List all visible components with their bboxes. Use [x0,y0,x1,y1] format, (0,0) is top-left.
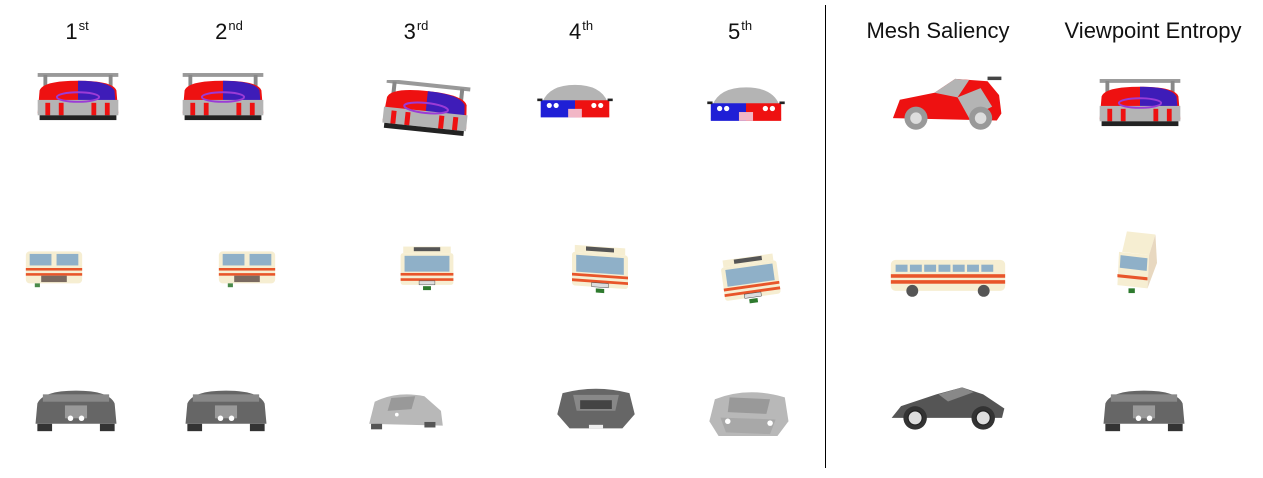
sports-car-mesh-saliency-thumbnail [891,386,1005,431]
race-car-viewpoint-entropy-thumbnail [1098,78,1182,128]
header-rank-5: 5th [728,18,752,45]
sports-car-rank-2-thumbnail [185,390,267,432]
sports-car-viewpoint-entropy-thumbnail [1103,390,1185,432]
bus-mesh-saliency-thumbnail [890,259,1006,297]
rank-2-number: 2 [215,19,228,44]
sports-car-rank-5-thumbnail [709,392,789,436]
bus-rank-4-thumbnail [571,244,629,296]
rank-1-number: 1 [65,19,78,44]
header-viewpoint-entropy: Viewpoint Entropy [1064,18,1242,43]
header-rank-3: 3rd [404,18,429,45]
section-divider [825,5,826,468]
rank-5-number: 5 [727,19,741,44]
bus-rank-1-thumbnail [25,251,83,288]
race-car-rank-1-thumbnail [36,72,120,122]
rank-5-suffix: th [741,18,753,33]
header-mesh-saliency: Mesh Saliency [866,18,1010,43]
rank-4-number: 4 [568,19,582,44]
rank-1-suffix: st [78,18,89,33]
header-rank-1: 1st [65,18,88,45]
race-car-rank-3-thumbnail [380,80,472,138]
bus-rank-3-thumbnail [400,246,454,291]
sports-car-rank-1-thumbnail [35,390,117,432]
header-rank-2: 2nd [215,18,243,45]
header-rank-4: 4th [569,18,593,45]
bus-rank-2-thumbnail [218,251,276,288]
rank-3-number: 3 [403,19,416,44]
sports-car-rank-3-thumbnail [369,394,443,430]
race-car-rank-4-thumbnail [537,84,613,118]
bus-rank-5-thumbnail [719,252,783,308]
rank-2-suffix: nd [228,18,243,33]
rank-4-suffix: th [582,18,594,33]
race-car-rank-5-thumbnail [707,87,785,121]
sports-car-rank-4-thumbnail [557,388,635,429]
rank-3-suffix: rd [416,18,429,33]
race-car-rank-2-thumbnail [181,72,265,122]
bus-viewpoint-entropy-thumbnail [1117,231,1157,294]
race-car-mesh-saliency-thumbnail [892,76,1002,130]
